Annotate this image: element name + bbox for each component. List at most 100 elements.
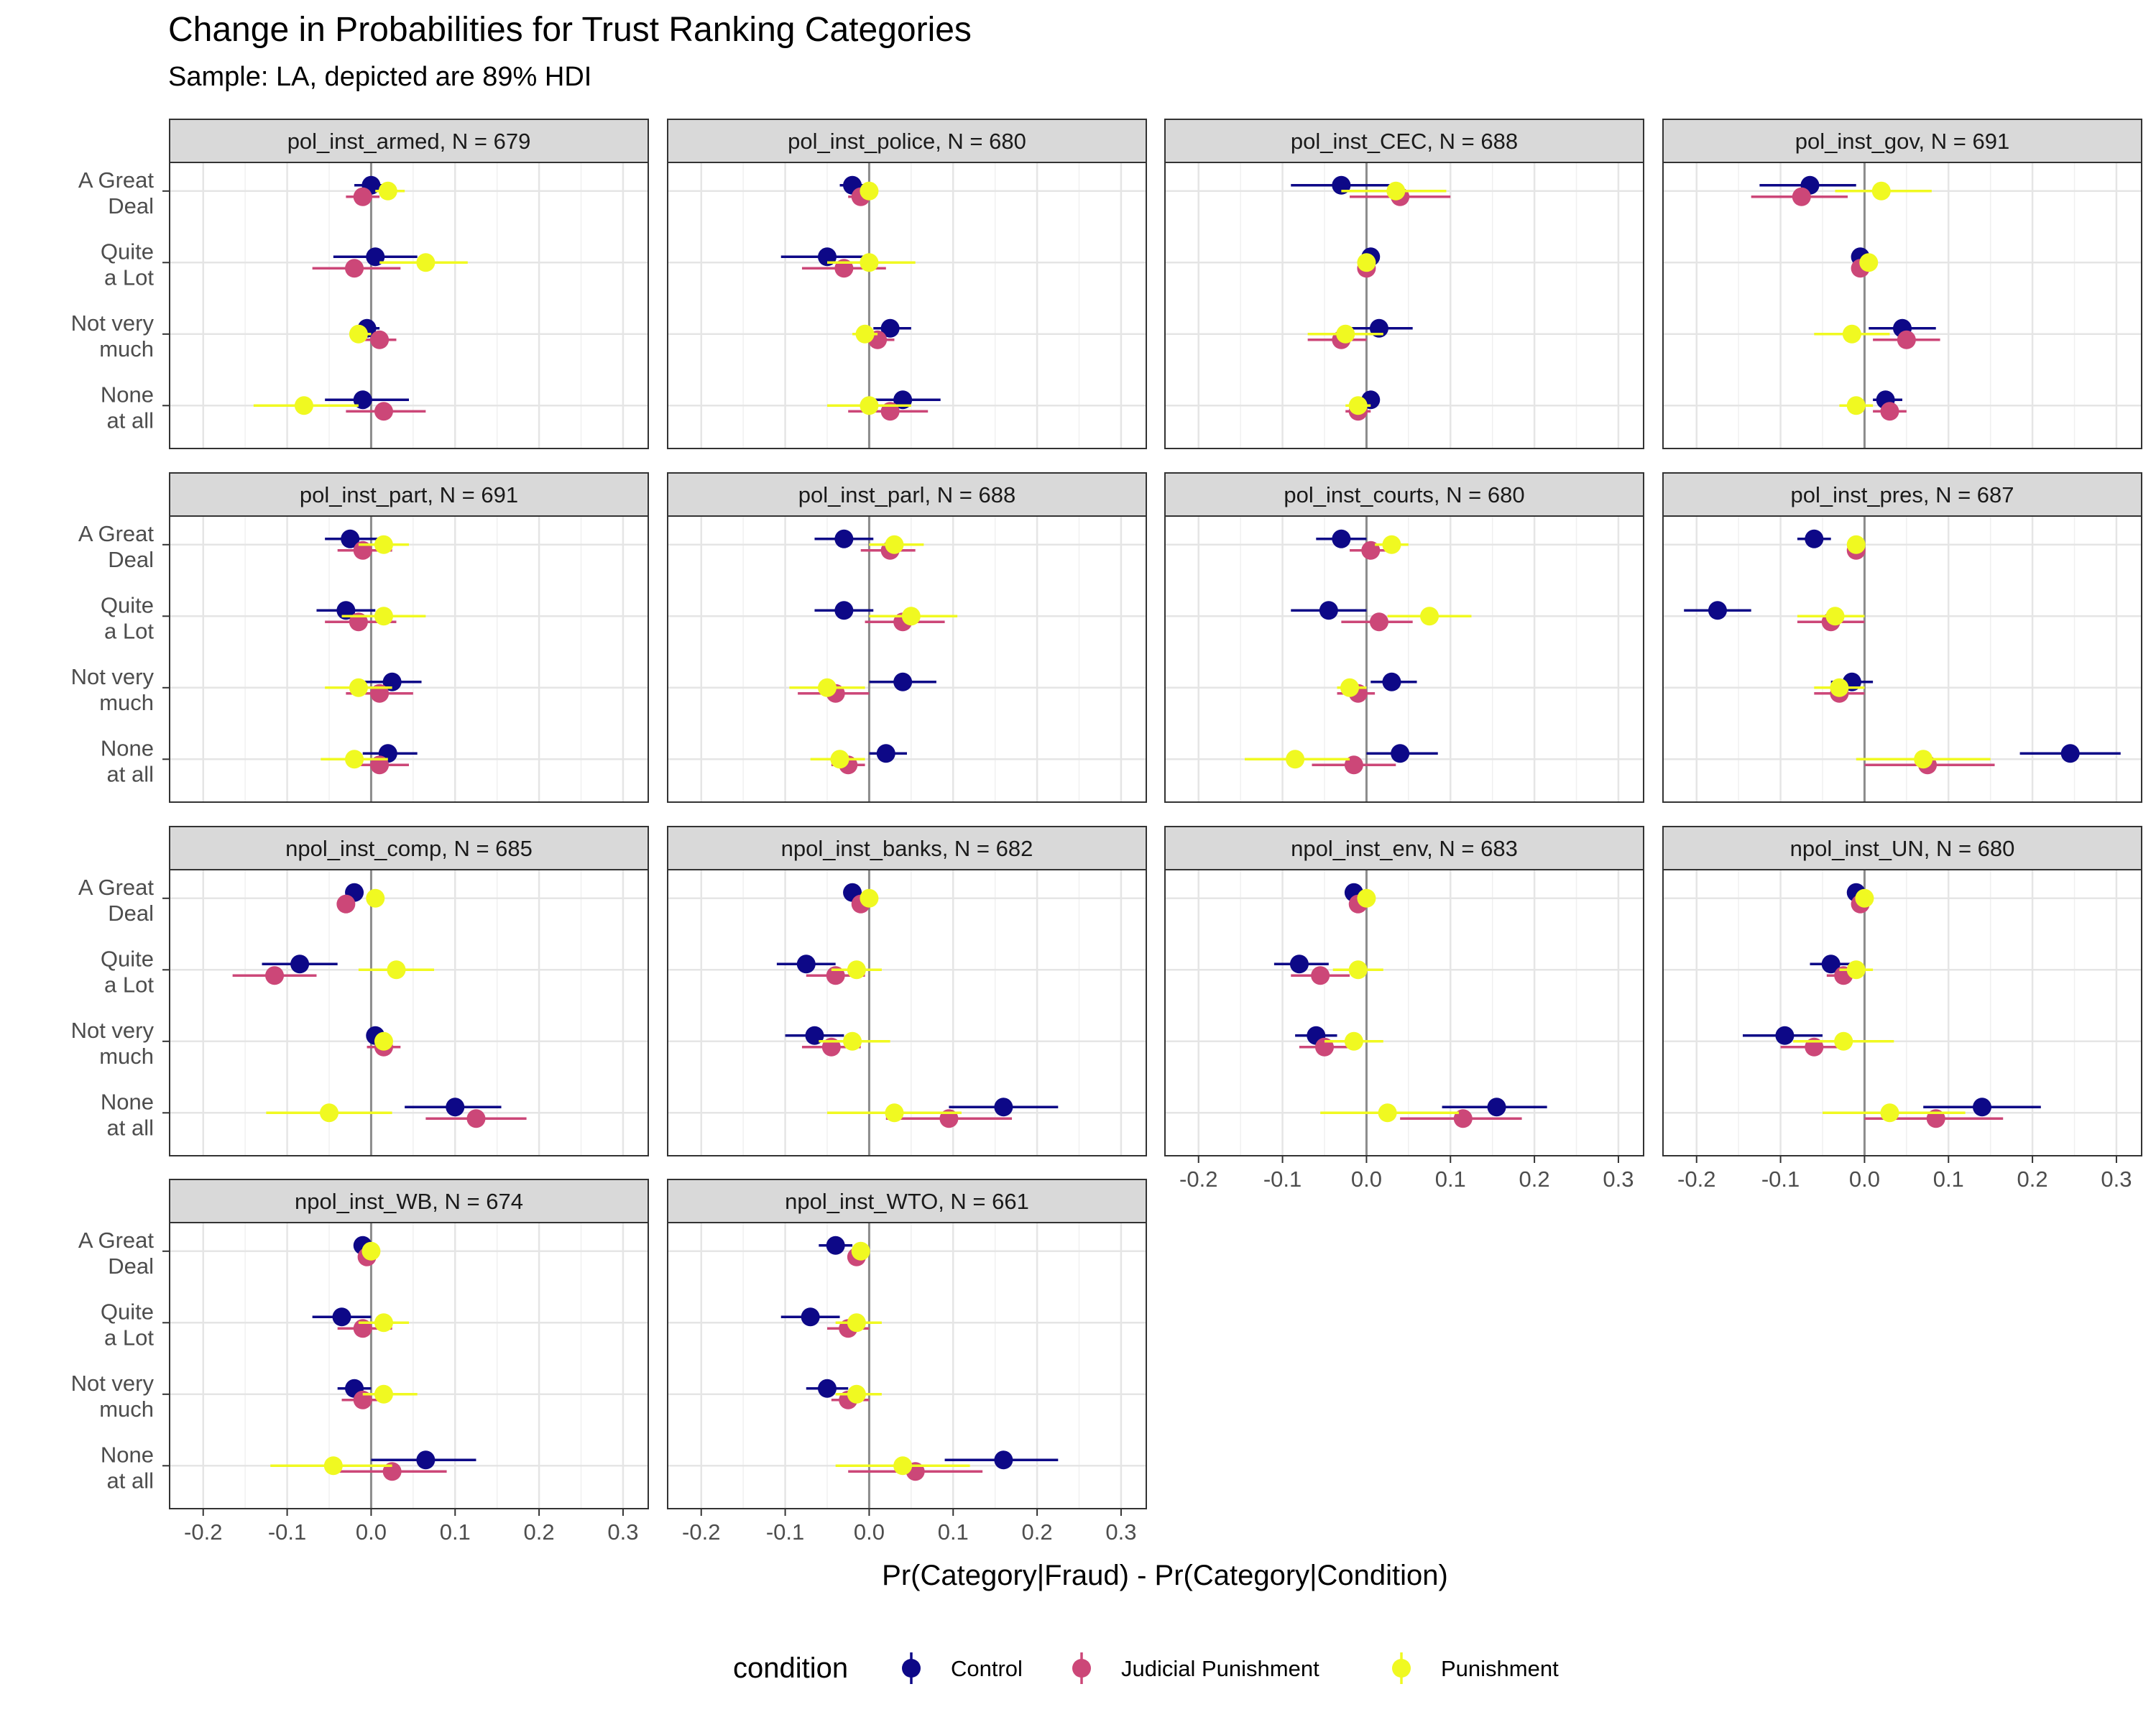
facet-panel: npol_inst_banks, N = 682 [667, 826, 1147, 1156]
point-estimate [353, 187, 372, 206]
point-estimate [374, 402, 393, 421]
legend: condition Control Judicial Punishment Punis… [733, 1652, 1559, 1684]
point-estimate [826, 1236, 845, 1255]
point-estimate [1880, 402, 1899, 421]
facet-strip [667, 472, 1147, 517]
facet-label: npol_inst_banks, N = 682 [781, 836, 1033, 861]
panel-border [169, 162, 649, 449]
point-estimate [341, 529, 360, 548]
point-estimate [880, 318, 900, 338]
point-estimate [893, 672, 913, 691]
point-estimate [847, 1313, 866, 1333]
x-tick-label: -0.1 [1761, 1167, 1800, 1192]
y-tick-label: Quite [101, 592, 154, 617]
point-estimate [361, 1241, 381, 1261]
point-estimate [1792, 187, 1811, 206]
panel-border [169, 869, 649, 1156]
y-tick-label: Quite [101, 946, 154, 971]
point-estimate [885, 535, 904, 554]
facet-panel: pol_inst_gov, N = 691 [1662, 119, 2142, 449]
legend-key-point [902, 1659, 921, 1678]
panel-border [1164, 162, 1644, 449]
point-estimate [1897, 330, 1916, 349]
y-tick-label: at all [107, 761, 154, 786]
facet-label: pol_inst_part, N = 691 [300, 482, 518, 507]
point-estimate [2060, 744, 2080, 763]
y-tick-label: A Great [78, 1228, 154, 1253]
y-tick-label: Not very [71, 1018, 155, 1043]
point-estimate [1311, 966, 1330, 985]
point-estimate [374, 1031, 393, 1051]
y-tick-label: None [101, 382, 154, 407]
point-estimate [796, 954, 816, 974]
facet-strip [1662, 472, 2142, 517]
panel-border [1164, 515, 1644, 803]
x-tick-label: 0.3 [1105, 1519, 1136, 1545]
point-estimate [1344, 1031, 1363, 1051]
point-estimate [1846, 396, 1866, 415]
facet-label: pol_inst_courts, N = 680 [1284, 482, 1524, 507]
panel-border [667, 1222, 1147, 1509]
y-tick-label: Not very [71, 1371, 155, 1396]
point-estimate [1357, 253, 1376, 272]
point-estimate [1348, 396, 1368, 415]
point-estimate [370, 330, 390, 349]
y-tick-label: A Great [78, 875, 154, 900]
point-estimate [374, 1384, 393, 1404]
point-estimate [1382, 535, 1401, 554]
facet-label: pol_inst_CEC, N = 688 [1291, 129, 1518, 154]
point-estimate [1880, 1103, 1899, 1123]
facet-panel: pol_inst_pres, N = 687 [1662, 472, 2142, 803]
x-tick-label: 0.2 [2017, 1167, 2048, 1192]
y-tick-label: Not very [71, 664, 155, 689]
legend-label: Judicial Punishment [1121, 1656, 1319, 1681]
point-estimate [416, 1450, 436, 1470]
point-estimate [387, 960, 406, 980]
point-estimate [1871, 181, 1891, 201]
point-estimate [830, 750, 849, 769]
facet-panel: npol_inst_WTO, N = 661 -0.2 -0.1 0.0 0.1 0.2 0… [667, 1179, 1147, 1545]
y-tick-label: much [99, 690, 154, 715]
y-tick-label: None [101, 1089, 154, 1114]
point-estimate [332, 1307, 351, 1327]
facet-label: npol_inst_UN, N = 680 [1790, 836, 2015, 861]
y-tick-label: much [99, 336, 154, 362]
point-estimate [1357, 888, 1376, 908]
point-estimate [1378, 1103, 1397, 1123]
x-tick-label: -0.1 [1263, 1167, 1302, 1192]
point-estimate [1859, 253, 1879, 272]
point-estimate [1289, 954, 1309, 974]
point-estimate [1708, 601, 1727, 620]
legend-key-point [1072, 1659, 1091, 1678]
panel-background [1165, 870, 1644, 1156]
x-tick-label: -0.1 [766, 1519, 804, 1545]
x-tick-label: -0.2 [682, 1519, 720, 1545]
panel-border [667, 515, 1147, 803]
point-estimate [901, 607, 921, 626]
point-estimate [1830, 678, 1849, 697]
facet-strip [1662, 119, 2142, 163]
point-estimate [818, 1379, 837, 1398]
x-tick-label: 0.0 [1351, 1167, 1382, 1192]
point-estimate [860, 396, 879, 415]
facet-label: npol_inst_WTO, N = 661 [785, 1189, 1029, 1214]
point-estimate [374, 607, 393, 626]
panel-border [169, 515, 649, 803]
facet-label: npol_inst_WB, N = 674 [295, 1189, 523, 1214]
x-tick-label: 0.1 [1435, 1167, 1466, 1192]
facet-strip [1164, 119, 1644, 163]
point-estimate [1382, 672, 1401, 691]
panel-border [667, 869, 1147, 1156]
point-estimate [860, 253, 879, 272]
point-estimate [860, 181, 879, 201]
facet-label: pol_inst_armed, N = 679 [287, 129, 531, 154]
point-estimate [294, 396, 313, 415]
y-tick-label: A Great [78, 167, 154, 193]
panel-background [1165, 162, 1644, 448]
point-estimate [1340, 678, 1360, 697]
point-estimate [1336, 324, 1355, 344]
x-tick-label: 0.3 [1603, 1167, 1634, 1192]
y-tick-label: Deal [108, 1254, 154, 1279]
